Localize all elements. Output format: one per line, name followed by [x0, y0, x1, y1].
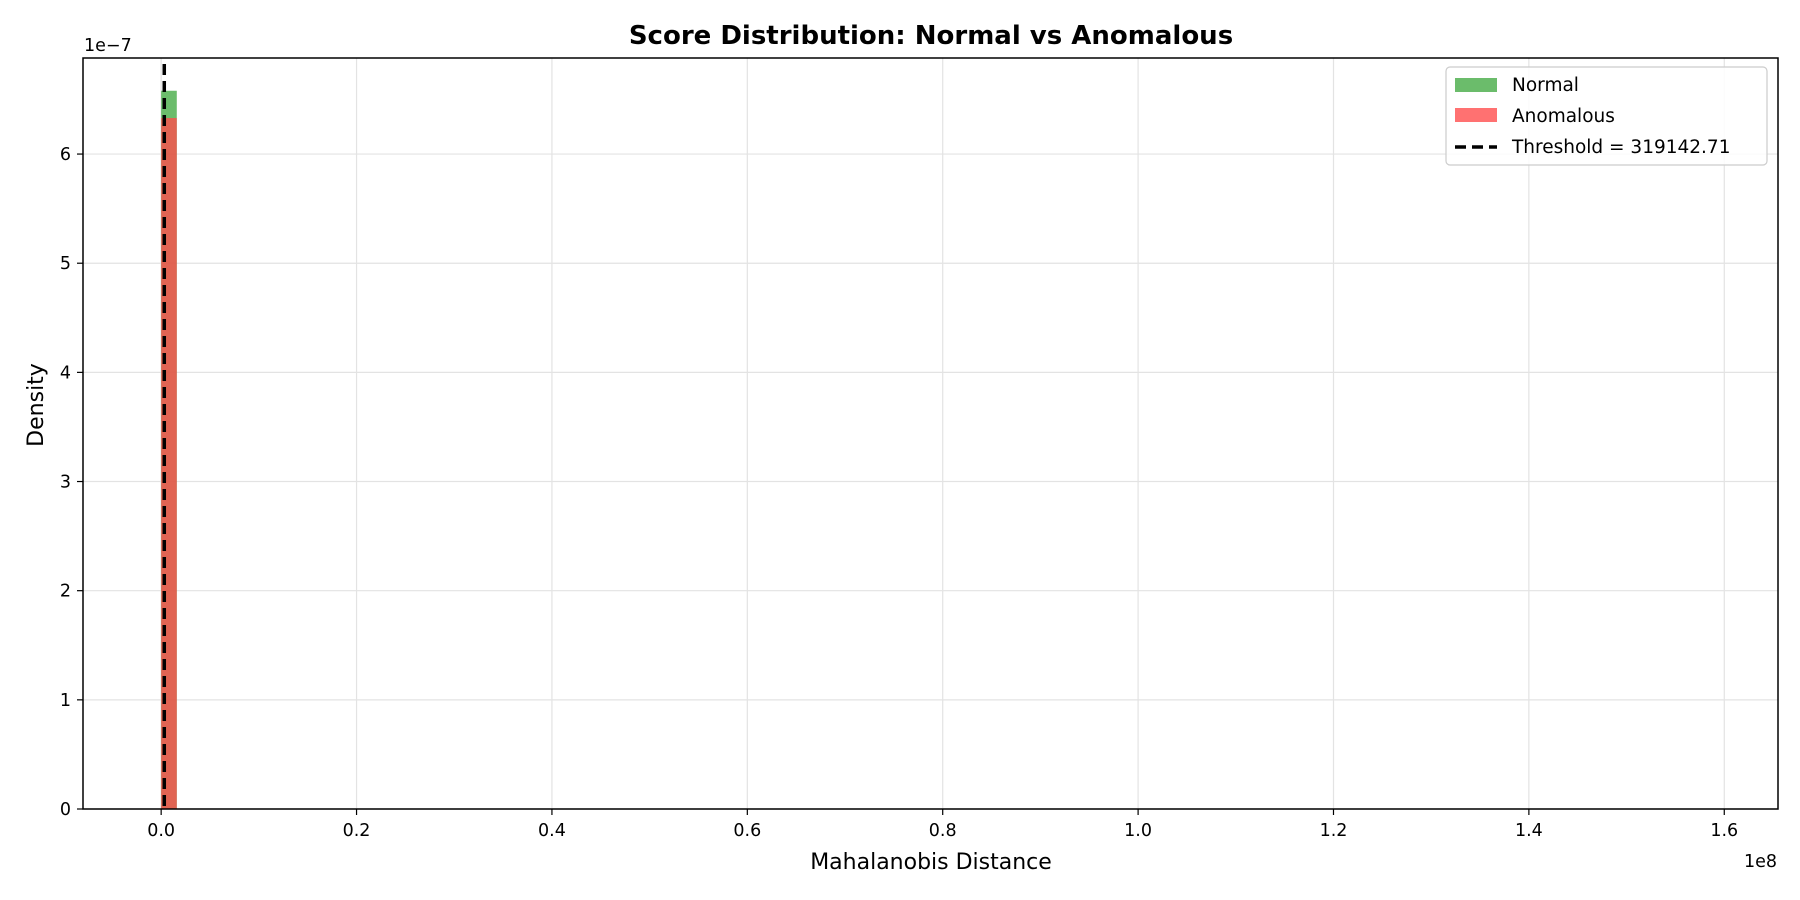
x-axis-label: Mahalanobis Distance — [810, 850, 1052, 875]
y-offset-label: 1e−7 — [84, 36, 132, 56]
y-tick-label: 1 — [60, 691, 71, 711]
y-tick-label: 5 — [60, 254, 71, 274]
y-tick-label: 0 — [60, 800, 71, 820]
legend-label-threshold: Threshold = 319142.71 — [1511, 137, 1730, 158]
legend-label-anomalous: Anomalous — [1512, 106, 1615, 127]
grid — [83, 58, 1778, 810]
legend: Normal Anomalous Threshold = 319142.71 — [1445, 66, 1768, 166]
x-tick-label: 0.2 — [343, 821, 371, 841]
x-tick-label: 0.0 — [147, 821, 175, 841]
y-tick-label: 3 — [60, 473, 71, 493]
chart-title: Score Distribution: Normal vs Anomalous — [629, 21, 1233, 51]
y-tick-label: 4 — [60, 363, 71, 383]
legend-frame — [1445, 66, 1768, 166]
legend-label-normal: Normal — [1512, 75, 1579, 96]
legend-swatch-anomalous — [1455, 108, 1497, 122]
x-tick-label: 1.2 — [1320, 821, 1348, 841]
y-tick-label: 2 — [60, 582, 71, 602]
x-tick-label: 0.4 — [538, 821, 566, 841]
x-tick-label: 1.6 — [1710, 821, 1738, 841]
y-axis-label: Density — [24, 363, 49, 447]
y-axis: 0 1 2 3 4 5 6 — [60, 145, 83, 820]
x-tick-label: 0.8 — [929, 821, 957, 841]
plot-frame — [82, 57, 1779, 810]
x-tick-label: 1.4 — [1515, 821, 1543, 841]
x-tick-label: 1.0 — [1124, 821, 1152, 841]
legend-swatch-normal — [1455, 78, 1497, 92]
x-tick-label: 0.6 — [733, 821, 761, 841]
y-tick-label: 6 — [60, 145, 71, 165]
x-offset-label: 1e8 — [1744, 852, 1777, 872]
x-axis: 0.0 0.2 0.4 0.6 0.8 1.0 1.2 1.4 1.6 — [147, 809, 1738, 841]
